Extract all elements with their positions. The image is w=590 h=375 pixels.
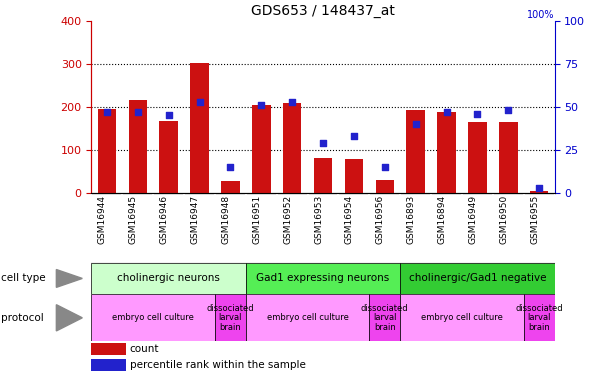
Bar: [499, 122, 517, 193]
Point: [442, 109, 451, 115]
Text: GSM16954: GSM16954: [345, 195, 354, 244]
Bar: [91, 294, 215, 341]
Bar: [400, 294, 524, 341]
Text: GSM16948: GSM16948: [221, 195, 230, 244]
Text: cholinergic neurons: cholinergic neurons: [117, 273, 220, 284]
Text: dissociated
larval
brain: dissociated larval brain: [515, 304, 563, 332]
Point: [319, 140, 328, 146]
Bar: [190, 63, 209, 193]
Point: [164, 112, 173, 118]
Bar: [246, 294, 369, 341]
Text: GSM16950: GSM16950: [499, 195, 509, 244]
Text: 100%: 100%: [527, 10, 555, 20]
Bar: [524, 294, 555, 341]
Point: [195, 99, 204, 105]
Text: cholinergic/Gad1 negative: cholinergic/Gad1 negative: [409, 273, 546, 284]
Point: [133, 109, 143, 115]
Bar: [246, 262, 400, 294]
Bar: [314, 158, 332, 193]
Text: percentile rank within the sample: percentile rank within the sample: [130, 360, 306, 370]
Point: [102, 109, 112, 115]
Text: GSM16951: GSM16951: [253, 195, 261, 244]
Point: [225, 164, 235, 170]
Polygon shape: [57, 304, 83, 331]
Text: GSM16952: GSM16952: [283, 195, 292, 244]
Bar: [407, 110, 425, 193]
Text: count: count: [130, 344, 159, 354]
Bar: [129, 100, 147, 193]
Bar: [159, 121, 178, 193]
Bar: [468, 122, 487, 193]
Bar: [283, 103, 301, 193]
Text: GSM16949: GSM16949: [468, 195, 477, 244]
Text: embryo cell culture: embryo cell culture: [421, 313, 503, 322]
Text: GSM16893: GSM16893: [407, 195, 415, 244]
Polygon shape: [57, 270, 83, 287]
Text: embryo cell culture: embryo cell culture: [112, 313, 194, 322]
Text: GSM16945: GSM16945: [129, 195, 138, 244]
Title: GDS653 / 148437_at: GDS653 / 148437_at: [251, 4, 395, 18]
Text: GSM16894: GSM16894: [438, 195, 447, 244]
Bar: [97, 109, 116, 193]
Bar: [437, 112, 456, 193]
Text: GSM16946: GSM16946: [160, 195, 169, 244]
Text: Gad1 expressing neurons: Gad1 expressing neurons: [257, 273, 389, 284]
Bar: [369, 294, 400, 341]
Bar: [91, 344, 126, 355]
Bar: [252, 105, 271, 193]
Text: GSM16956: GSM16956: [376, 195, 385, 244]
Text: GSM16944: GSM16944: [98, 195, 107, 244]
Bar: [400, 262, 555, 294]
Text: protocol: protocol: [1, 313, 43, 323]
Bar: [91, 359, 126, 370]
Bar: [221, 181, 240, 193]
Point: [473, 111, 482, 117]
Point: [380, 164, 389, 170]
Text: GSM16955: GSM16955: [530, 195, 539, 244]
Bar: [91, 262, 246, 294]
Text: cell type: cell type: [1, 273, 45, 284]
Bar: [375, 180, 394, 193]
Bar: [345, 159, 363, 193]
Bar: [215, 294, 246, 341]
Point: [535, 185, 544, 191]
Text: embryo cell culture: embryo cell culture: [267, 313, 349, 322]
Point: [411, 121, 420, 127]
Text: GSM16947: GSM16947: [191, 195, 199, 244]
Text: GSM16953: GSM16953: [314, 195, 323, 244]
Point: [349, 133, 359, 139]
Text: dissociated
larval
brain: dissociated larval brain: [361, 304, 409, 332]
Bar: [530, 191, 549, 193]
Point: [257, 102, 266, 108]
Point: [287, 99, 297, 105]
Text: dissociated
larval
brain: dissociated larval brain: [206, 304, 254, 332]
Point: [504, 107, 513, 113]
